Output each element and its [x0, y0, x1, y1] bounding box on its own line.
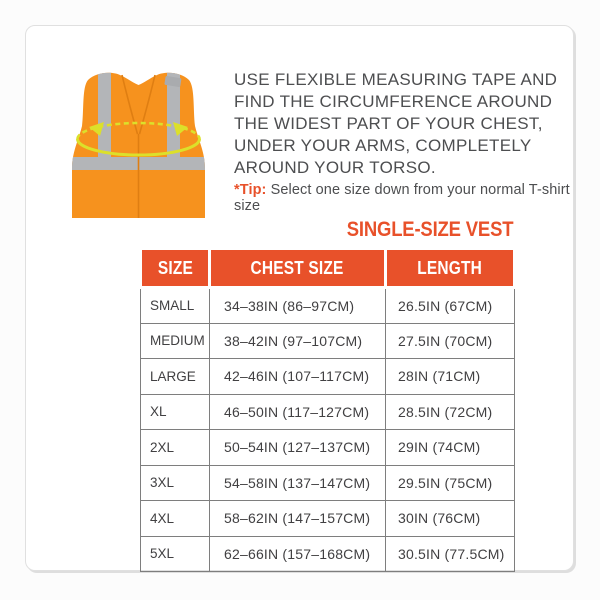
cell-chest: 50–54IN (127–137CM) — [209, 429, 386, 466]
cell-chest: 46–50IN (117–127CM) — [209, 393, 386, 430]
table-row: 5XL 62–66IN (157–168CM) 30.5IN (77.5CM) — [140, 535, 515, 572]
cell-size: 5XL — [140, 535, 210, 572]
tip-line: *Tip: Select one size down from your nor… — [234, 182, 573, 214]
measuring-tape-icon — [76, 121, 201, 157]
cell-length: 30.5IN (77.5CM) — [385, 535, 515, 572]
size-table: SIZE CHEST SIZE LENGTH SMALL 34–38IN (86… — [139, 247, 516, 572]
cell-size: SMALL — [140, 287, 210, 324]
cell-length: 28.5IN (72CM) — [385, 393, 515, 430]
tip-label: *Tip: — [234, 182, 267, 198]
info-card: USE FLEXIBLE MEASURING TAPE AND FIND THE… — [25, 25, 574, 572]
cell-chest: 42–46IN (107–117CM) — [209, 358, 386, 395]
cell-size: XL — [140, 393, 210, 430]
measuring-instructions: USE FLEXIBLE MEASURING TAPE AND FIND THE… — [234, 70, 558, 177]
table-row: LARGE 42–46IN (107–117CM) 28IN (71CM) — [140, 358, 515, 395]
vest-illustration — [63, 66, 215, 218]
tip-text: Select one size down from your normal T-… — [234, 182, 570, 214]
column-header-size: SIZE — [139, 247, 211, 289]
cell-size: MEDIUM — [140, 322, 210, 359]
vest-badge — [164, 76, 182, 87]
tape-arrow-right — [173, 122, 188, 136]
column-header-length: LENGTH — [384, 247, 516, 289]
cell-chest: 54–58IN (137–147CM) — [209, 464, 386, 501]
table-row: 3XL 54–58IN (137–147CM) 29.5IN (75CM) — [140, 464, 515, 501]
table-header-row: SIZE CHEST SIZE LENGTH — [139, 247, 516, 289]
table-row: XL 46–50IN (117–127CM) 28.5IN (72CM) — [140, 393, 515, 430]
cell-chest: 62–66IN (157–168CM) — [209, 535, 386, 572]
table-row: 2XL 50–54IN (127–137CM) 29IN (74CM) — [140, 429, 515, 466]
cell-size: 4XL — [140, 500, 210, 537]
table-row: MEDIUM 38–42IN (97–107CM) 27.5IN (70CM) — [140, 322, 515, 359]
table-row: 4XL 58–62IN (147–157CM) 30IN (76CM) — [140, 500, 515, 537]
cell-length: 30IN (76CM) — [385, 500, 515, 537]
tape-arrow-left — [89, 122, 104, 136]
vest-seams — [121, 74, 156, 218]
cell-length: 26.5IN (67CM) — [385, 287, 515, 324]
cell-size: 3XL — [140, 464, 210, 501]
table-row: SMALL 34–38IN (86–97CM) 26.5IN (67CM) — [140, 287, 515, 324]
cell-length: 27.5IN (70CM) — [385, 322, 515, 359]
hi-vis-vest-icon — [72, 72, 205, 218]
cell-chest: 38–42IN (97–107CM) — [209, 322, 386, 359]
size-chart-title: SINGLE-SIZE VEST — [346, 218, 513, 241]
cell-chest: 58–62IN (147–157CM) — [209, 500, 386, 537]
cell-length: 29IN (74CM) — [385, 429, 515, 466]
cell-size: 2XL — [140, 429, 210, 466]
cell-length: 28IN (71CM) — [385, 358, 515, 395]
cell-size: LARGE — [140, 358, 210, 395]
cell-chest: 34–38IN (86–97CM) — [209, 287, 386, 324]
column-header-chest-size: CHEST SIZE — [208, 247, 387, 289]
cell-length: 29.5IN (75CM) — [385, 464, 515, 501]
